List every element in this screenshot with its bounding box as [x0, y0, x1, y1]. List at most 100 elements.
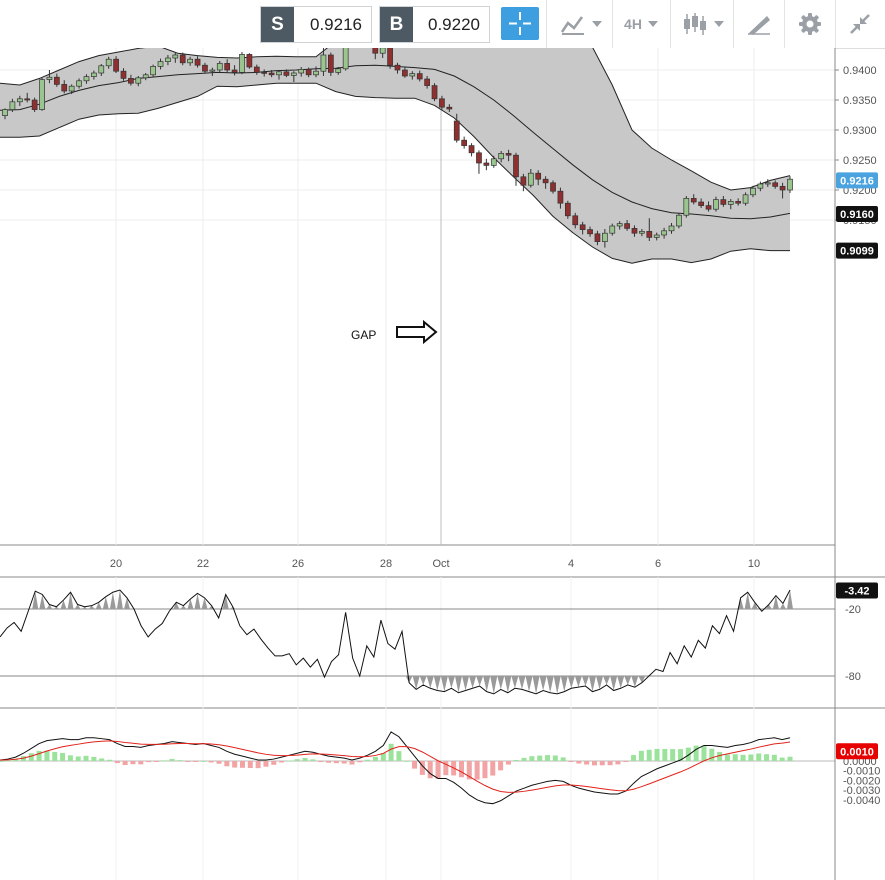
line-chart-button[interactable] — [552, 2, 610, 46]
macd-histogram-bar — [505, 761, 511, 765]
candle — [53, 73, 60, 87]
macd-histogram-bar — [279, 761, 285, 763]
macd-histogram-bar — [185, 761, 191, 762]
macd-histogram-bar — [52, 751, 58, 761]
candle — [179, 52, 186, 66]
macd-histogram-bar — [99, 758, 105, 761]
buy-label: B — [380, 7, 413, 42]
candle — [513, 152, 519, 186]
price-tag-box — [836, 206, 878, 222]
price-tag-label: 0.9160 — [840, 209, 874, 221]
candle-body — [653, 234, 660, 238]
macd-histogram-bar — [239, 761, 245, 768]
draw-tools-button[interactable] — [738, 2, 780, 46]
candle — [9, 98, 16, 112]
crosshair-icon — [509, 12, 531, 35]
candle-body — [461, 139, 468, 146]
candle-body — [483, 162, 490, 166]
candle — [372, 48, 379, 60]
candle-body — [535, 172, 542, 180]
macd-histogram-bar — [193, 761, 199, 762]
candle — [498, 151, 505, 163]
candle-body — [239, 54, 245, 73]
candle-body — [320, 54, 327, 72]
macd-histogram-bar — [419, 761, 425, 775]
price-tag: 0.9099 — [836, 242, 878, 259]
macd-histogram-bar — [427, 761, 433, 779]
candle-body — [105, 58, 112, 67]
macd-histogram-bar — [396, 751, 402, 761]
wr-line — [0, 589, 791, 695]
macd-histogram-bar — [631, 755, 637, 761]
candle — [172, 52, 179, 63]
candle-body — [224, 63, 231, 71]
candle-body — [661, 230, 667, 236]
macd-histogram-bar — [114, 761, 120, 764]
sell-price-box[interactable]: S 0.9216 — [260, 6, 372, 43]
macd-histogram-bar — [654, 748, 660, 761]
bollinger-band-lower-line — [0, 82, 790, 264]
candle — [105, 56, 112, 69]
macd-line — [0, 731, 791, 805]
macd-value-label: 0.0010 — [840, 746, 874, 758]
settings-button[interactable] — [790, 2, 830, 46]
macd-histogram-bar — [552, 755, 558, 761]
candle-body — [779, 186, 786, 191]
candle — [520, 173, 527, 192]
candle-body — [505, 153, 512, 156]
candle — [616, 221, 623, 230]
macd-histogram-bar — [326, 761, 332, 763]
macd-histogram-bar — [146, 761, 152, 763]
candle — [446, 104, 453, 112]
x-tick-label: 6 — [655, 558, 661, 570]
chart-canvas[interactable]: -20-80-3.42 0.0000-0.0010-0.0020-0.0030-… — [0, 48, 885, 880]
macd-histogram-bar — [607, 761, 613, 766]
candle — [157, 58, 164, 70]
candle-body — [750, 187, 756, 196]
collapse-button[interactable] — [840, 2, 880, 46]
timeframe-button[interactable]: 4H — [616, 2, 666, 46]
candle-body — [683, 198, 690, 216]
candle-body — [91, 72, 97, 77]
chart-type-button[interactable] — [675, 2, 730, 46]
candle-body — [172, 54, 179, 59]
buy-price-box[interactable]: B 0.9220 — [379, 6, 490, 43]
macd-histogram-bar — [177, 760, 183, 762]
candle — [402, 67, 408, 78]
macd-histogram-bar — [779, 757, 785, 761]
macd-histogram-bar — [443, 761, 449, 776]
crosshair-button[interactable] — [501, 7, 539, 40]
macd-histogram-bar — [232, 761, 238, 768]
candle-body — [120, 70, 127, 79]
candle-body — [290, 72, 297, 76]
candle — [187, 56, 193, 66]
macd-histogram-bar — [357, 761, 363, 763]
candle-body — [135, 77, 142, 84]
candle — [550, 180, 556, 194]
candle — [305, 67, 312, 78]
macd-histogram-bar — [693, 745, 699, 761]
macd-histogram-bar — [537, 755, 543, 761]
macd-histogram-bar — [756, 753, 762, 761]
candle — [587, 226, 593, 237]
candle — [609, 223, 616, 236]
sell-label: S — [261, 7, 294, 42]
buy-price: 0.9220 — [428, 14, 480, 34]
candle — [16, 95, 23, 106]
candle — [231, 65, 238, 76]
candle-body — [253, 66, 260, 73]
bollinger-band-fill — [0, 48, 790, 264]
candle-body — [142, 74, 149, 79]
wr-oversold-shading — [320, 676, 646, 694]
candle — [268, 70, 275, 78]
candle — [335, 67, 342, 75]
collapse-icon — [850, 14, 870, 34]
candle — [298, 67, 305, 77]
macd-histogram-bar — [216, 761, 222, 764]
candle — [653, 232, 660, 241]
candle — [128, 74, 134, 86]
candle-body — [276, 71, 282, 76]
candle-body — [76, 80, 82, 87]
candle-body — [542, 178, 549, 184]
macd-signal-line — [0, 740, 791, 793]
